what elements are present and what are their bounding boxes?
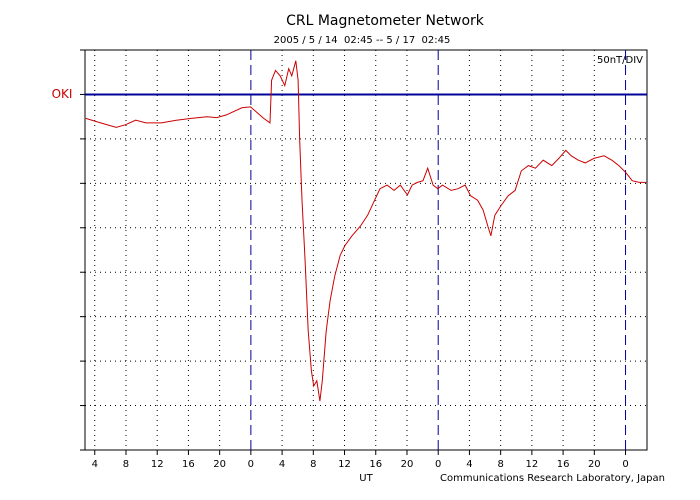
- data-line: [85, 60, 647, 402]
- credit: Communications Research Laboratory, Japa…: [440, 473, 665, 484]
- x-tick-label: 12: [338, 459, 351, 470]
- x-tick-label: 0: [622, 459, 628, 470]
- x-tick-label: 16: [557, 459, 570, 470]
- x-tick-label: 0: [248, 459, 254, 470]
- x-tick-label: 4: [466, 459, 472, 470]
- x-tick-label: 0: [435, 459, 441, 470]
- chart-subtitle: 2005 / 5 / 14 02:45 -- 5 / 17 02:45: [274, 35, 451, 46]
- x-tick-label: 12: [526, 459, 539, 470]
- x-tick-label: 16: [182, 459, 195, 470]
- station-label: OKI: [52, 87, 73, 101]
- x-tick-label: 12: [151, 459, 164, 470]
- x-tick-label: 4: [92, 459, 98, 470]
- x-tick-label: 20: [588, 459, 601, 470]
- chart-title: CRL Magnetometer Network: [286, 13, 485, 29]
- x-tick-label: 20: [213, 459, 226, 470]
- x-tick-label: 20: [401, 459, 414, 470]
- x-tick-label: 4: [279, 459, 285, 470]
- x-axis-label: UT: [359, 473, 373, 484]
- x-tick-label: 8: [497, 459, 503, 470]
- scale-label: 50nT/DIV: [597, 55, 643, 66]
- x-tick-label: 8: [123, 459, 129, 470]
- x-tick-label: 16: [369, 459, 382, 470]
- x-tick-label: 8: [310, 459, 316, 470]
